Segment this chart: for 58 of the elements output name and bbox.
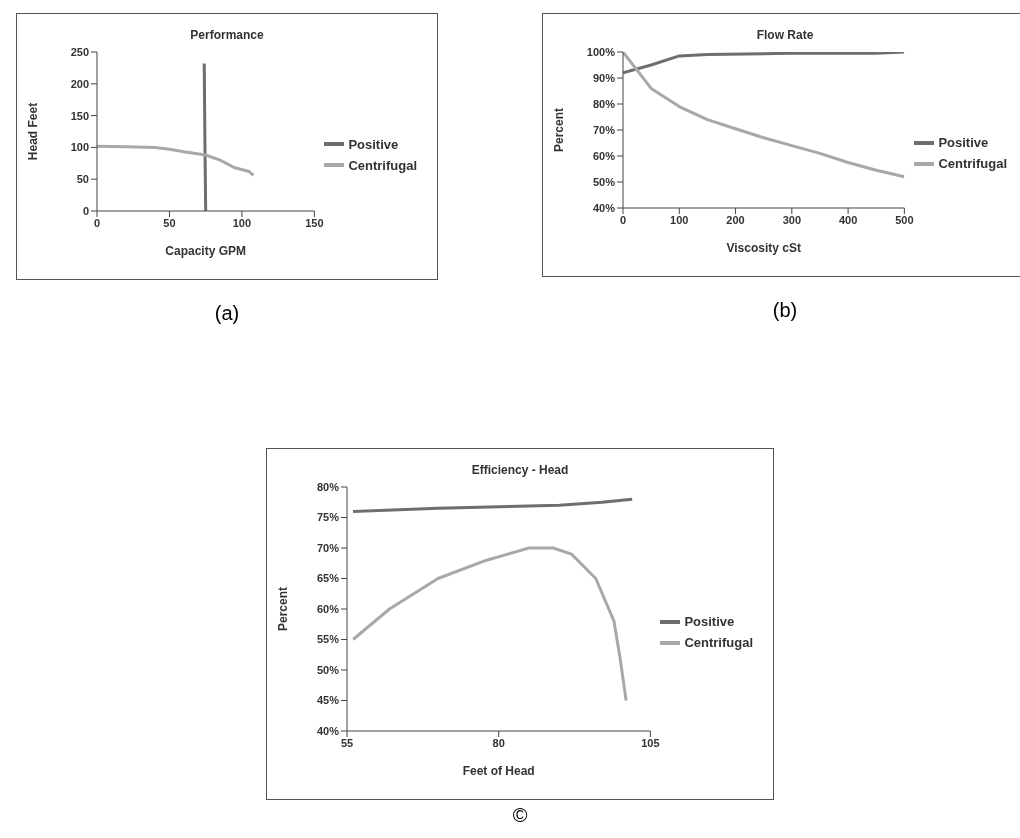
x-tick-label: 50 bbox=[163, 216, 176, 229]
legend-label: Centrifugal bbox=[938, 156, 1007, 171]
chart-title: Performance bbox=[189, 28, 265, 42]
legend-label: Positive bbox=[348, 136, 399, 152]
y-axis-title: Percent bbox=[552, 107, 567, 153]
legend-label: Centrifugal bbox=[348, 157, 417, 173]
x-tick-label: 150 bbox=[305, 216, 324, 229]
x-tick-label: 105 bbox=[641, 736, 660, 749]
line-series bbox=[351, 546, 628, 702]
legend-label: Positive bbox=[938, 135, 989, 150]
line-series bbox=[623, 52, 905, 179]
y-tick-label: 70% bbox=[592, 123, 616, 136]
y-tick-label: 150 bbox=[70, 109, 89, 122]
x-axis-title: Capacity GPM bbox=[165, 244, 247, 258]
y-tick-label: 50 bbox=[76, 173, 89, 186]
y-tick-label: 40% bbox=[592, 201, 616, 214]
chart-title: Efficiency - Head bbox=[470, 463, 570, 477]
legend-label: Positive bbox=[684, 614, 735, 629]
legend-label: Centrifugal bbox=[684, 635, 753, 650]
line-series bbox=[351, 497, 634, 513]
line-series bbox=[623, 52, 905, 75]
x-tick-label: 100 bbox=[232, 216, 252, 229]
y-tick-label: 80% bbox=[316, 480, 340, 493]
y-tick-label: 55% bbox=[316, 633, 340, 646]
chart-title: Flow Rate bbox=[755, 28, 815, 42]
y-axis-title: Percent bbox=[276, 586, 291, 632]
x-tick-label: 400 bbox=[838, 213, 858, 226]
x-axis-title: Viscosity cSt bbox=[726, 241, 801, 255]
text: (b) bbox=[771, 299, 799, 322]
y-tick-label: 200 bbox=[70, 77, 89, 90]
y-tick-label: 70% bbox=[316, 541, 340, 554]
y-tick-label: 0 bbox=[82, 204, 89, 217]
y-tick-label: 40% bbox=[316, 724, 340, 737]
y-tick-label: 100% bbox=[586, 45, 616, 58]
y-tick-label: 45% bbox=[316, 694, 340, 707]
x-tick-label: 0 bbox=[619, 213, 627, 226]
x-tick-label: 500 bbox=[895, 213, 914, 226]
x-tick-label: 200 bbox=[726, 213, 745, 226]
x-tick-label: 300 bbox=[782, 213, 801, 226]
y-tick-label: 80% bbox=[592, 97, 616, 110]
x-axis-title: Feet of Head bbox=[462, 764, 535, 778]
x-tick-label: 55 bbox=[340, 736, 354, 749]
y-tick-label: 60% bbox=[316, 602, 340, 615]
y-tick-label: 50% bbox=[592, 175, 616, 188]
y-tick-label: 250 bbox=[70, 45, 89, 58]
text: © bbox=[511, 804, 529, 827]
y-tick-label: 100 bbox=[70, 141, 89, 154]
x-tick-label: 100 bbox=[670, 213, 689, 226]
y-tick-label: 75% bbox=[316, 511, 340, 524]
line-series bbox=[97, 144, 256, 177]
y-tick-label: 65% bbox=[316, 572, 340, 585]
y-axis-title: Head Feet bbox=[26, 102, 41, 161]
text: (a) bbox=[213, 302, 241, 325]
y-tick-label: 50% bbox=[316, 663, 340, 676]
x-tick-label: 80 bbox=[492, 736, 505, 749]
y-tick-label: 90% bbox=[592, 71, 616, 84]
y-tick-label: 60% bbox=[592, 149, 616, 162]
x-tick-label: 0 bbox=[93, 216, 101, 229]
